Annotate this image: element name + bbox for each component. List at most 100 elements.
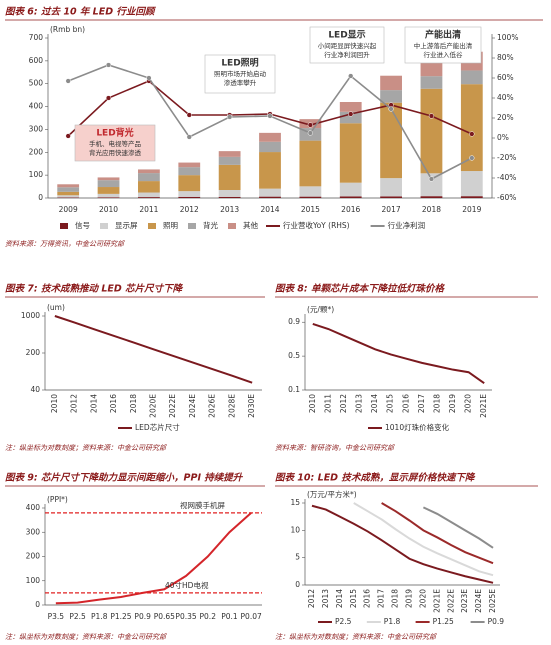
bar-segment bbox=[57, 191, 80, 196]
line-marker bbox=[65, 133, 71, 139]
legend-label: P2.5 bbox=[335, 617, 352, 626]
legend-swatch bbox=[228, 223, 236, 229]
bar-segment bbox=[380, 75, 402, 91]
y-axis-label: (Rmb bn) bbox=[50, 25, 85, 34]
x-tick-label: 2010 bbox=[50, 394, 59, 413]
bar-segment bbox=[420, 88, 443, 174]
y-tick-label: 100 bbox=[26, 576, 41, 585]
y2-tick-label: 40% bbox=[497, 93, 514, 102]
source-note: 注：纵坐标为对数刻度；资料来源：中金公司研究部 bbox=[5, 633, 167, 641]
bar-segment bbox=[380, 196, 402, 198]
line-marker bbox=[186, 134, 192, 140]
y-tick-label: 0 bbox=[295, 580, 300, 589]
series-line bbox=[54, 315, 253, 384]
x-tick-label: 2012 bbox=[307, 589, 316, 608]
x-tick-label: 2011 bbox=[139, 205, 158, 214]
legend-label: 显示屏 bbox=[115, 221, 138, 230]
bar-segment bbox=[339, 196, 362, 198]
bar-segment bbox=[97, 177, 120, 181]
bar-segment bbox=[218, 196, 241, 198]
line-marker bbox=[65, 78, 71, 84]
series-line bbox=[353, 502, 494, 577]
line-marker bbox=[348, 73, 354, 79]
y-tick-label: 200 bbox=[26, 348, 41, 357]
x-tick-label: P0.65 bbox=[154, 612, 175, 621]
bar-segment bbox=[138, 197, 160, 198]
y2-tick-label: 100% bbox=[497, 33, 518, 42]
annotation-text: 背光应用快速渗透 bbox=[89, 148, 142, 157]
x-tick-label: 2028E bbox=[227, 394, 236, 418]
x-tick-label: 2012 bbox=[339, 394, 348, 413]
line-marker bbox=[146, 75, 152, 81]
x-tick-label: P0.1 bbox=[221, 612, 238, 621]
annotation-title: LED背光 bbox=[96, 127, 133, 139]
x-tick-label: P2.5 bbox=[69, 612, 86, 621]
x-tick-label: 2013 bbox=[220, 205, 239, 214]
x-tick-label: 2014 bbox=[335, 589, 344, 608]
x-tick-label: P0.9 bbox=[134, 612, 151, 621]
y-tick-label: 0.9 bbox=[288, 317, 300, 326]
bar-segment bbox=[259, 188, 281, 197]
bar-segment bbox=[57, 187, 80, 192]
x-tick-label: P3.5 bbox=[48, 612, 65, 621]
x-tick-label: 2020 bbox=[418, 589, 427, 608]
legend-label: P0.9 bbox=[488, 617, 505, 626]
annotation-box bbox=[204, 54, 276, 94]
bar-segment bbox=[299, 196, 322, 198]
bar-segment bbox=[57, 195, 80, 198]
bar-segment bbox=[97, 197, 120, 198]
x-tick-label: 2021E bbox=[479, 394, 488, 418]
x-tick-label: 2016 bbox=[363, 589, 372, 608]
bar-segment bbox=[138, 192, 160, 198]
y-tick-label: 200 bbox=[26, 552, 41, 561]
annotation-text: 照明市场开始启动 bbox=[214, 69, 267, 78]
x-tick-label: 2021E bbox=[432, 589, 441, 613]
x-tick-label: 2015 bbox=[386, 394, 395, 413]
line-marker bbox=[348, 111, 354, 117]
y-tick-label: 600 bbox=[29, 56, 44, 65]
line-marker bbox=[469, 131, 475, 137]
annotation-text: 行业净利润回升 bbox=[324, 50, 370, 59]
bar-segment bbox=[259, 132, 281, 142]
x-tick-label: 2026E bbox=[208, 394, 217, 418]
bar-segment bbox=[178, 167, 201, 176]
x-tick-label: 2017 bbox=[417, 394, 426, 413]
y2-tick-label: 60% bbox=[497, 73, 514, 82]
y-tick-label: 400 bbox=[29, 102, 44, 111]
y-tick-label: 5 bbox=[295, 553, 300, 562]
reference-label: 40寸HD电视 bbox=[165, 580, 209, 590]
y-tick-label: 10 bbox=[290, 525, 300, 534]
annotation-box bbox=[404, 26, 482, 64]
x-tick-label: 2010 bbox=[308, 394, 317, 413]
y2-tick-label: -20% bbox=[497, 153, 516, 162]
y-tick-label: 1000 bbox=[21, 311, 40, 320]
x-tick-label: 2019 bbox=[404, 589, 413, 608]
legend-label: 照明 bbox=[163, 221, 178, 230]
x-tick-label: 2022E bbox=[168, 394, 177, 418]
chart-title: 图表 6: 过去 10 年 LED 行业回顾 bbox=[5, 6, 157, 18]
x-tick-label: P1.8 bbox=[91, 612, 108, 621]
legend-swatch bbox=[188, 223, 196, 229]
x-tick-label: 2011 bbox=[323, 394, 332, 413]
source-note: 注：纵坐标为对数刻度；资料来源：中金公司研究部 bbox=[275, 633, 437, 641]
bar-segment bbox=[178, 162, 201, 168]
x-tick-label: 2013 bbox=[321, 589, 330, 608]
x-tick-label: 2022E bbox=[446, 589, 455, 613]
series-line bbox=[381, 502, 494, 565]
source-note: 注：纵坐标为对数刻度；资料来源：中金公司研究部 bbox=[5, 444, 167, 452]
legend-label: 1010灯珠价格变化 bbox=[385, 422, 450, 432]
y-tick-label: 0.1 bbox=[288, 385, 300, 394]
annotation-title: 产能出清 bbox=[425, 29, 461, 41]
line-marker bbox=[105, 62, 112, 68]
line-marker bbox=[105, 95, 112, 101]
bar-segment bbox=[97, 180, 120, 188]
y-axis-label: (万元/平方米*) bbox=[307, 489, 357, 499]
bar-segment bbox=[339, 111, 362, 124]
y-tick-label: 700 bbox=[29, 33, 44, 42]
legend-swatch bbox=[60, 223, 68, 229]
x-tick-label: 2012 bbox=[180, 205, 199, 214]
source-note: 资料来源：智研咨询，中金公司研究部 bbox=[275, 444, 395, 452]
x-tick-label: P0.07 bbox=[241, 612, 262, 621]
x-tick-label: 2013 bbox=[355, 394, 364, 413]
bar-segment bbox=[138, 169, 160, 174]
